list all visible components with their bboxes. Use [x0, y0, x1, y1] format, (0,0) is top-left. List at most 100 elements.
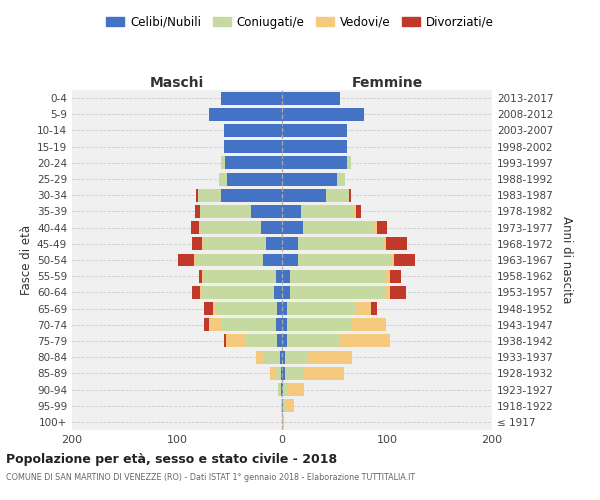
- Bar: [203, 238, 266, 250]
- Bar: [202, 238, 203, 250]
- Bar: [274, 286, 282, 299]
- Bar: [221, 318, 276, 331]
- Bar: [271, 367, 275, 380]
- Bar: [386, 238, 407, 250]
- Bar: [192, 238, 202, 250]
- Bar: [277, 334, 282, 347]
- Bar: [298, 238, 384, 250]
- Bar: [191, 221, 199, 234]
- Bar: [275, 367, 281, 380]
- Bar: [192, 286, 200, 299]
- Bar: [355, 302, 371, 315]
- Bar: [204, 270, 276, 282]
- Bar: [224, 140, 282, 153]
- Bar: [209, 108, 282, 121]
- Bar: [196, 189, 198, 202]
- Bar: [282, 205, 301, 218]
- Y-axis label: Fasce di età: Fasce di età: [20, 225, 33, 295]
- Bar: [287, 302, 355, 315]
- Bar: [221, 189, 282, 202]
- Bar: [283, 399, 285, 412]
- Bar: [204, 318, 209, 331]
- Bar: [337, 172, 345, 186]
- Bar: [355, 205, 361, 218]
- Bar: [282, 367, 285, 380]
- Bar: [282, 416, 284, 428]
- Bar: [202, 270, 204, 282]
- Bar: [282, 156, 347, 170]
- Bar: [308, 350, 352, 364]
- Bar: [385, 270, 390, 282]
- Bar: [303, 221, 374, 234]
- Bar: [216, 302, 277, 315]
- Bar: [326, 189, 349, 202]
- Bar: [202, 286, 274, 299]
- Bar: [282, 108, 364, 121]
- Bar: [224, 334, 226, 347]
- Bar: [195, 254, 263, 266]
- Bar: [385, 286, 390, 299]
- Bar: [282, 383, 283, 396]
- Bar: [195, 205, 200, 218]
- Bar: [282, 286, 290, 299]
- Bar: [282, 124, 347, 137]
- Bar: [287, 334, 340, 347]
- Text: COMUNE DI SAN MARTINO DI VENEZZE (RO) - Dati ISTAT 1° gennaio 2018 - Elaborazion: COMUNE DI SAN MARTINO DI VENEZZE (RO) - …: [6, 472, 415, 482]
- Bar: [178, 254, 194, 266]
- Bar: [199, 221, 200, 234]
- Bar: [289, 383, 304, 396]
- Bar: [384, 238, 386, 250]
- Bar: [304, 367, 344, 380]
- Bar: [282, 172, 337, 186]
- Bar: [282, 254, 298, 266]
- Bar: [282, 270, 290, 282]
- Bar: [352, 318, 386, 331]
- Bar: [200, 205, 251, 218]
- Bar: [277, 302, 282, 315]
- Bar: [287, 318, 352, 331]
- Bar: [390, 270, 401, 282]
- Y-axis label: Anni di nascita: Anni di nascita: [560, 216, 573, 304]
- Bar: [199, 270, 202, 282]
- Bar: [349, 189, 352, 202]
- Bar: [276, 318, 282, 331]
- Bar: [374, 221, 377, 234]
- Bar: [301, 205, 353, 218]
- Bar: [282, 334, 287, 347]
- Bar: [227, 172, 282, 186]
- Bar: [282, 140, 347, 153]
- Bar: [251, 205, 282, 218]
- Bar: [198, 189, 221, 202]
- Text: Femmine: Femmine: [352, 76, 422, 90]
- Bar: [282, 238, 298, 250]
- Bar: [285, 367, 304, 380]
- Bar: [282, 302, 287, 315]
- Bar: [256, 350, 264, 364]
- Bar: [281, 399, 282, 412]
- Legend: Celibi/Nubili, Coniugati/e, Vedovi/e, Divorziati/e: Celibi/Nubili, Coniugati/e, Vedovi/e, Di…: [101, 11, 499, 34]
- Bar: [283, 383, 289, 396]
- Text: Maschi: Maschi: [150, 76, 204, 90]
- Bar: [290, 270, 385, 282]
- Bar: [281, 367, 282, 380]
- Bar: [281, 383, 282, 396]
- Bar: [200, 286, 202, 299]
- Bar: [353, 205, 355, 218]
- Bar: [278, 383, 281, 396]
- Bar: [392, 254, 394, 266]
- Bar: [377, 221, 387, 234]
- Bar: [390, 286, 406, 299]
- Bar: [200, 221, 261, 234]
- Bar: [290, 286, 385, 299]
- Bar: [224, 124, 282, 137]
- Bar: [282, 221, 303, 234]
- Bar: [285, 399, 293, 412]
- Bar: [209, 318, 221, 331]
- Bar: [282, 399, 283, 412]
- Bar: [282, 350, 285, 364]
- Bar: [266, 238, 282, 250]
- Bar: [282, 189, 326, 202]
- Bar: [282, 92, 340, 104]
- Bar: [221, 92, 282, 104]
- Bar: [226, 156, 282, 170]
